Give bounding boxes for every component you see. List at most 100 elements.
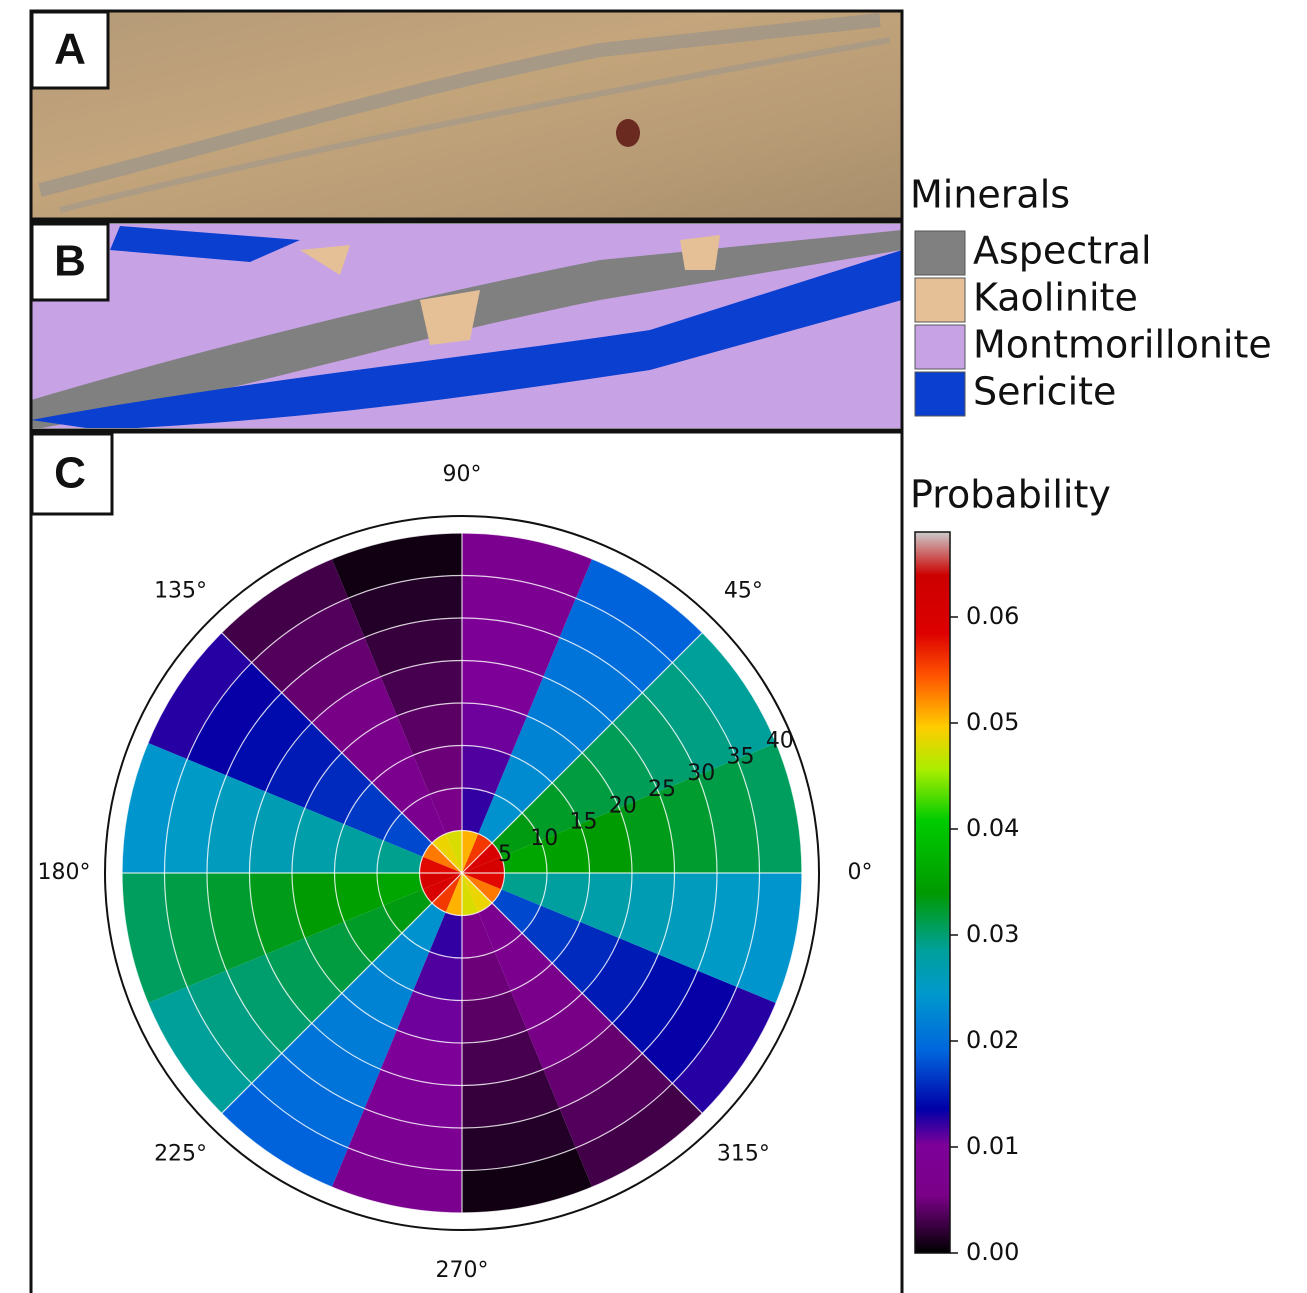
colorbar-tick-label: 0.00	[966, 1238, 1019, 1266]
polar-cell	[478, 794, 523, 843]
polar-cell	[672, 632, 777, 760]
polar-cell	[543, 637, 643, 723]
legend-swatch	[914, 277, 966, 323]
polar-cell	[552, 921, 620, 994]
polar-cell	[187, 662, 282, 776]
polar-cell	[579, 807, 632, 873]
colorbar-tick-label: 0.01	[966, 1132, 1019, 1160]
polar-cell	[559, 598, 673, 693]
colorbar-tick-label: 0.06	[966, 602, 1019, 630]
colorbar-title: Probability	[910, 473, 1111, 517]
polar-cell	[304, 752, 372, 825]
polar-cell	[462, 1030, 544, 1086]
polar-cell	[582, 722, 659, 808]
angle-label: 135°	[154, 579, 207, 604]
polar-cell	[543, 1023, 643, 1109]
polar-cell	[334, 824, 384, 873]
polar-cell	[658, 775, 717, 873]
polar-cell	[265, 938, 342, 1024]
polar-cell	[478, 903, 523, 952]
polar-cell	[364, 1069, 462, 1128]
polar-cell	[292, 807, 345, 873]
polar-cell	[401, 794, 446, 843]
polar-cell	[281, 1023, 381, 1109]
polar-cell	[462, 1108, 576, 1171]
polar-cell	[462, 873, 493, 913]
legend: AspectralKaoliniteMontmorilloniteSericit…	[914, 229, 1272, 417]
angle-label: 0°	[848, 860, 873, 885]
polar-cell	[419, 873, 462, 890]
angle-label: 180°	[38, 860, 91, 885]
polar-cell	[419, 856, 462, 873]
polar-cell	[396, 703, 462, 756]
photo-panel	[29, 9, 904, 221]
polar-cell	[422, 873, 462, 904]
polar-cell	[380, 1030, 462, 1086]
polar-cell	[736, 742, 802, 873]
colorbar-ticks: 0.00 0.01 0.02 0.03 0.04 0.05 0.06	[950, 602, 1019, 1266]
radial-label: 20	[609, 793, 637, 818]
polar-cell	[311, 993, 397, 1070]
polar-cell	[348, 575, 462, 638]
polar-cell	[462, 856, 505, 873]
panel-label-box	[30, 432, 114, 516]
polar-cell	[221, 558, 349, 663]
polar-cell	[122, 742, 188, 873]
mineral-patch	[300, 245, 350, 275]
polar-cell	[462, 703, 528, 756]
polar-cell	[552, 752, 620, 825]
polar-cell	[612, 692, 698, 792]
photo-vein	[38, 13, 881, 197]
radial-label: 10	[530, 826, 558, 851]
polar-cell	[642, 970, 737, 1084]
radial-label: 25	[648, 777, 676, 802]
polar-cell	[494, 755, 553, 813]
polar-cell	[431, 873, 462, 913]
polar-spine	[104, 515, 820, 1231]
polar-cell	[377, 873, 423, 906]
polar-cell	[540, 873, 590, 922]
polar-cell	[226, 692, 312, 792]
polar-cell	[380, 660, 462, 716]
radial-label: 30	[687, 761, 715, 786]
polar-cell	[344, 782, 402, 841]
colorbar-tick-label: 0.04	[966, 814, 1019, 842]
polar-cell	[492, 889, 541, 934]
polar-cell	[462, 788, 495, 834]
polar-cell	[122, 873, 188, 1004]
radial-label: 15	[569, 810, 597, 835]
polar-cell	[413, 745, 462, 795]
polar-cell	[265, 722, 342, 808]
mineral-patch	[420, 290, 480, 345]
polar-cell	[462, 533, 593, 599]
panel-label: B	[54, 237, 86, 286]
polar-cell	[619, 791, 675, 873]
angle-label: 315°	[717, 1141, 770, 1166]
polar-cell	[164, 759, 227, 873]
polar-cell	[344, 905, 402, 964]
polar-cell	[445, 830, 462, 873]
polar-cell	[383, 889, 432, 934]
polar-cell	[462, 873, 479, 916]
polar-cell	[341, 715, 414, 783]
polar-cell	[401, 903, 446, 952]
legend-label: Kaolinite	[973, 276, 1138, 320]
polar-cell	[251, 1053, 365, 1148]
polar-cell	[736, 873, 802, 1004]
mineral-patch	[680, 235, 720, 270]
polar-spoke	[461, 872, 715, 1126]
angle-label: 45°	[724, 579, 763, 604]
legend-swatch	[914, 230, 966, 276]
polar-cell	[462, 990, 528, 1043]
polar-cell	[311, 676, 397, 753]
polar-cell	[522, 782, 580, 841]
polar-spoke	[209, 620, 463, 874]
legend-swatch	[914, 371, 966, 417]
polar-cell	[672, 986, 777, 1114]
polar-cell	[642, 662, 737, 776]
polar-cell	[527, 993, 613, 1070]
polar-cell	[147, 986, 252, 1114]
polar-cell	[501, 873, 547, 906]
radial-label: 35	[727, 745, 755, 770]
